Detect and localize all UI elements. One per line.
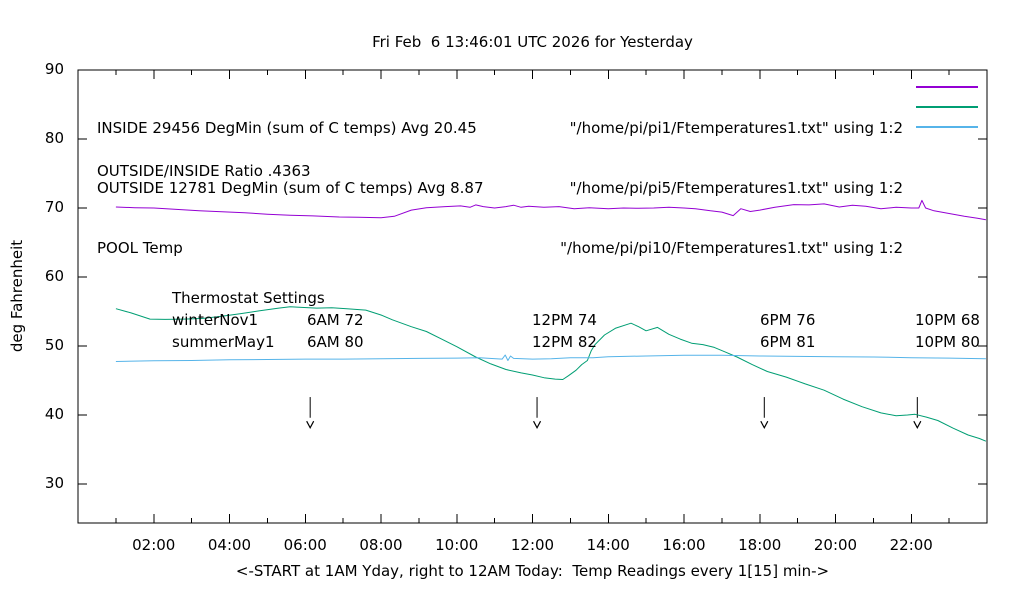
thermostat-season-winter: winterNov1 — [172, 311, 259, 329]
down-arrow-head — [533, 420, 542, 430]
y-tick-label: 30 — [44, 474, 64, 492]
series-line-outside — [115, 306, 987, 442]
down-arrow-head — [306, 420, 315, 430]
legend-stat-pool: POOL Temp — [97, 239, 183, 257]
series-line-inside — [115, 199, 986, 221]
ratio-label: OUTSIDE/INSIDE Ratio .4363 — [97, 162, 311, 180]
x-tick-label: 18:00 — [738, 536, 782, 554]
x-tick-label: 06:00 — [283, 536, 327, 554]
key-sample-line-inside — [916, 86, 978, 88]
y-tick-label: 90 — [44, 60, 64, 78]
x-tick-label: 16:00 — [662, 536, 706, 554]
key-label-pi1: "/home/pi/pi1/Ftemperatures1.txt" using … — [569, 119, 903, 137]
thermostat-setting: 6AM 72 — [307, 311, 364, 329]
legend-key: "/home/pi/pi1/Ftemperatures1.txt" using … — [500, 78, 903, 298]
thermostat-heading: Thermostat Settings — [172, 289, 325, 307]
down-arrow-head — [760, 420, 769, 430]
x-tick-label: 14:00 — [586, 536, 630, 554]
legend-stat-inside: INSIDE 29456 DegMin (sum of C temps) Avg… — [97, 119, 477, 137]
x-tick-label: 08:00 — [359, 536, 403, 554]
chart-title: Fri Feb 6 13:46:01 UTC 2026 for Yesterda… — [372, 33, 693, 51]
thermostat-setting: 6PM 81 — [760, 333, 816, 351]
x-tick-label: 10:00 — [435, 536, 479, 554]
thermostat-setting: 10PM 68 — [915, 311, 980, 329]
key-sample-line-pool — [916, 126, 978, 128]
x-tick-label: 02:00 — [132, 536, 176, 554]
y-tick-label: 60 — [44, 267, 64, 285]
key-label-pi10: "/home/pi/pi10/Ftemperatures1.txt" using… — [560, 239, 903, 257]
x-axis-label: <-START at 1AM Yday, right to 12AM Today… — [235, 562, 830, 580]
thermostat-setting: 12PM 82 — [532, 333, 597, 351]
y-tick-label: 50 — [44, 336, 64, 354]
thermostat-setting: 10PM 80 — [915, 333, 980, 351]
key-sample-line-outside — [916, 106, 978, 108]
key-label-pi5: "/home/pi/pi5/Ftemperatures1.txt" using … — [569, 179, 903, 197]
x-tick-label: 22:00 — [889, 536, 933, 554]
legend-stats: INSIDE 29456 DegMin (sum of C temps) Avg… — [97, 78, 484, 298]
down-arrow-head — [913, 420, 922, 430]
thermostat-setting: 6AM 80 — [307, 333, 364, 351]
x-tick-label: 20:00 — [813, 536, 858, 554]
y-tick-label: 80 — [44, 129, 64, 147]
x-tick-label: 04:00 — [207, 536, 252, 554]
series-line-pool — [115, 354, 986, 362]
y-tick-label: 40 — [44, 405, 64, 423]
thermostat-setting: 12PM 74 — [532, 311, 597, 329]
x-tick-label: 12:00 — [510, 536, 555, 554]
thermostat-season-summer: summerMay1 — [172, 333, 275, 351]
legend-stat-outside: OUTSIDE 12781 DegMin (sum of C temps) Av… — [97, 179, 484, 197]
y-tick-label: 70 — [44, 198, 64, 216]
thermostat-setting: 6PM 76 — [760, 311, 816, 329]
